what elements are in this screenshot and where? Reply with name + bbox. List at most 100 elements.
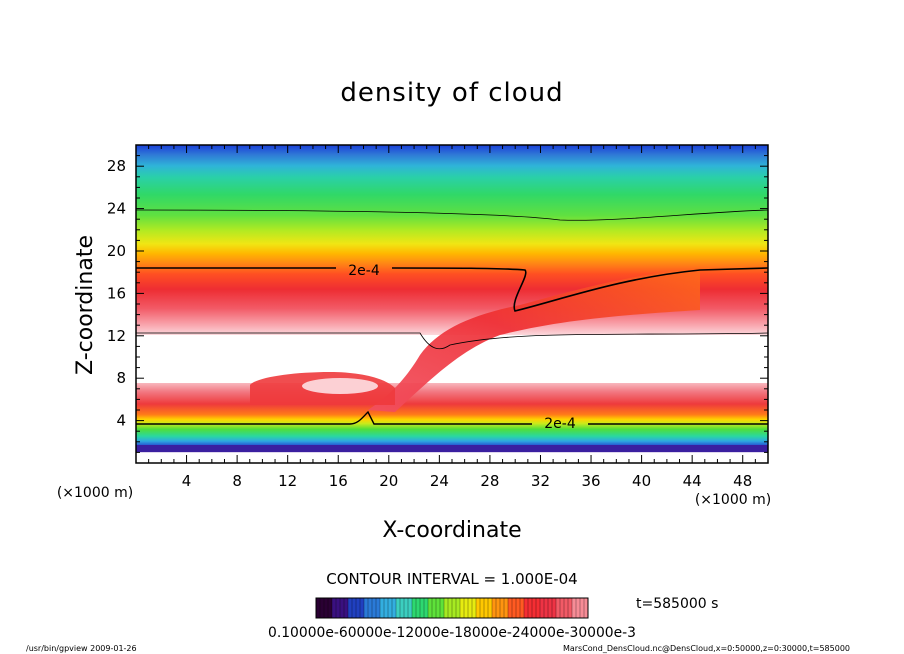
colorbar-swatch <box>584 598 589 618</box>
colorbar-swatch <box>408 598 413 618</box>
colorbar-swatch <box>496 598 501 618</box>
z-tick-label: 24 <box>107 200 126 218</box>
colorbar-swatch <box>492 598 497 618</box>
colorbar-swatch <box>444 598 449 618</box>
z-tick-label: 8 <box>116 369 126 387</box>
colorbar-swatch <box>400 598 405 618</box>
colorbar-swatch <box>540 598 545 618</box>
colorbar-swatch <box>456 598 461 618</box>
contour-interval-label: CONTOUR INTERVAL = 1.000E-04 <box>326 570 577 588</box>
colorbar-swatch <box>500 598 505 618</box>
colorbar-swatch <box>416 598 421 618</box>
colorbar-swatch <box>576 598 581 618</box>
cloud-hole <box>302 378 378 394</box>
colorbar-swatch <box>580 598 585 618</box>
x-tick-label: 12 <box>278 472 297 490</box>
colorbar-swatch <box>328 598 333 618</box>
contour-label-lower: 2e-4 <box>544 416 576 432</box>
colorbar-swatch <box>504 598 509 618</box>
lower-cloud-band <box>136 383 768 453</box>
footer-left: /usr/bin/gpview 2009-01-26 <box>26 644 137 653</box>
colorbar-swatch <box>440 598 445 618</box>
colorbar-swatch <box>464 598 469 618</box>
colorbar-swatch <box>508 598 513 618</box>
colorbar-swatch <box>512 598 517 618</box>
colorbar-swatch <box>324 598 329 618</box>
footer-right: MarsCond_DensCloud.nc@DensCloud,x=0:5000… <box>563 644 850 653</box>
colorbar-swatch <box>480 598 485 618</box>
x-unit-right-label: (×1000 m) <box>695 492 771 508</box>
z-axis: 4 8 12 16 20 24 28 <box>107 155 768 453</box>
colorbar-swatch <box>392 598 397 618</box>
colorbar-swatch <box>404 598 409 618</box>
colorbar-swatch <box>320 598 325 618</box>
colorbar-swatch <box>468 598 473 618</box>
colorbar-swatch <box>488 598 493 618</box>
colorbar-swatch <box>332 598 337 618</box>
colorbar-swatch <box>568 598 573 618</box>
ground-layer <box>136 445 768 452</box>
colorbar-swatch <box>544 598 549 618</box>
colorbar-swatch <box>356 598 361 618</box>
colorbar-swatch <box>340 598 345 618</box>
colorbar-swatch <box>396 598 401 618</box>
chart-title: density of cloud <box>340 78 563 108</box>
colorbar-swatch <box>388 598 393 618</box>
colorbar-swatch <box>484 598 489 618</box>
x-tick-label: 8 <box>232 472 242 490</box>
colorbar-swatch <box>352 598 357 618</box>
colorbar-swatch <box>476 598 481 618</box>
colorbar-swatch <box>380 598 385 618</box>
x-tick-label: 28 <box>480 472 499 490</box>
colorbar-swatch <box>548 598 553 618</box>
y-axis-title: Z-coordinate <box>73 235 98 375</box>
colorbar-swatch <box>368 598 373 618</box>
z-tick-label: 12 <box>107 327 126 345</box>
x-unit-left-label: (×1000 m) <box>57 485 133 501</box>
z-tick-label: 20 <box>107 242 126 260</box>
colorbar-swatch <box>420 598 425 618</box>
x-tick-label: 44 <box>683 472 702 490</box>
colorbar-swatch <box>564 598 569 618</box>
x-axis: 4 8 12 16 20 24 28 32 36 40 44 48 <box>148 145 756 490</box>
x-tick-label: 40 <box>632 472 651 490</box>
colorbar-swatch <box>316 598 321 618</box>
colorbar-swatch <box>532 598 537 618</box>
colorbar-swatch <box>348 598 353 618</box>
z-tick-label: 28 <box>107 157 126 175</box>
colorbar-swatch <box>452 598 457 618</box>
colorbar-swatch <box>384 598 389 618</box>
colorbar-swatch <box>572 598 577 618</box>
colorbar-swatch <box>360 598 365 618</box>
colorbar-swatch <box>460 598 465 618</box>
contour-line-upper <box>136 267 768 312</box>
x-tick-label: 36 <box>581 472 600 490</box>
x-tick-label: 48 <box>733 472 752 490</box>
colorbar-swatch <box>336 598 341 618</box>
z-tick-label: 16 <box>107 284 126 302</box>
colorbar-swatch <box>520 598 525 618</box>
colorbar-tick-labels: 0.10000e-60000e-12000e-18000e-24000e-300… <box>268 625 636 641</box>
x-tick-label: 32 <box>531 472 550 490</box>
colorbar-swatch <box>516 598 521 618</box>
colorbar-swatch <box>372 598 377 618</box>
plot-fill <box>136 145 768 463</box>
colorbar-swatch <box>344 598 349 618</box>
x-tick-label: 24 <box>430 472 449 490</box>
x-tick-label: 4 <box>182 472 192 490</box>
colorbar-swatch <box>556 598 561 618</box>
colorbar-swatch <box>432 598 437 618</box>
contour-line-white-edge <box>136 332 768 350</box>
colorbar-swatch <box>412 598 417 618</box>
colorbar-swatch <box>528 598 533 618</box>
colorbar-swatch <box>536 598 541 618</box>
contour-line-top <box>136 209 768 221</box>
colorbar-swatch <box>560 598 565 618</box>
time-label: t=585000 s <box>636 596 718 612</box>
colorbar-swatch <box>448 598 453 618</box>
colorbar-swatch <box>436 598 441 618</box>
colorbar-frame <box>315 597 589 619</box>
colorbar-swatch <box>376 598 381 618</box>
colorbar-swatch <box>428 598 433 618</box>
